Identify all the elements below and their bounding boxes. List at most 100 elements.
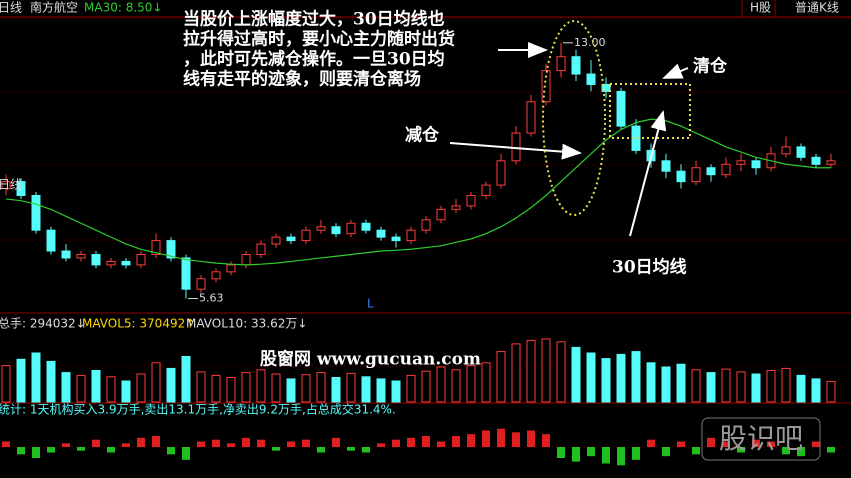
candle-body (196, 278, 206, 290)
flow-bar (707, 437, 715, 447)
flow-bar (242, 437, 250, 447)
volume-bar (826, 380, 836, 403)
volume-bar (241, 372, 251, 403)
volume-bar (256, 369, 266, 403)
flow-bar (137, 437, 145, 447)
flow-bar (47, 447, 55, 453)
flow-bar (212, 439, 220, 447)
volume-bar (631, 351, 641, 403)
flow-bar (782, 447, 790, 455)
flow-bar (827, 447, 835, 453)
flow-bar (542, 434, 550, 447)
candle-body (796, 146, 806, 158)
candle-body (436, 208, 446, 221)
volume-bar (706, 372, 716, 403)
flow-bar (677, 441, 685, 447)
annotation: ，此时可先减仓操作。一旦30日均 (183, 49, 445, 70)
highlight (542, 20, 606, 216)
flow-bar (107, 447, 115, 453)
candle-body (721, 163, 731, 176)
candle-body (826, 160, 836, 165)
volume-bar (721, 368, 731, 403)
volume-bar (316, 372, 326, 403)
ma-label: MA30: 8.50↓ (84, 1, 162, 15)
volume-bar (361, 376, 371, 403)
flow-bar (272, 447, 280, 451)
volume-bar (391, 380, 401, 403)
flow-bar (422, 436, 430, 447)
side-label: 日线 (0, 178, 22, 192)
candle-body (16, 181, 26, 196)
candle-body (256, 243, 266, 255)
tag[interactable]: H股 (750, 1, 771, 15)
volume-bar (376, 378, 386, 403)
candle-body (736, 160, 746, 165)
flow-bar (2, 441, 10, 447)
volume-bar (796, 374, 806, 403)
candle-body (136, 253, 146, 266)
volume-bar (766, 370, 776, 403)
volume-bar (61, 372, 71, 403)
candle-body (421, 219, 431, 231)
flow-bar (692, 447, 700, 455)
vol-header: 总手: 294032↓ (0, 317, 86, 331)
flow-bar (767, 441, 775, 447)
candle-body (331, 226, 341, 235)
flow-bar (722, 441, 730, 447)
volume-bar (301, 374, 311, 403)
volume-bar (511, 343, 521, 403)
candle-body (151, 240, 161, 255)
candle-body (751, 160, 761, 169)
flow-bar (197, 441, 205, 447)
volume-bar (646, 362, 656, 403)
flow-bar (122, 443, 130, 447)
volume-bar (76, 374, 86, 403)
stock-name: 南方航空 (30, 0, 78, 15)
volume-bar (106, 376, 116, 403)
candle-body (391, 236, 401, 242)
volume-bar (1, 365, 11, 403)
annotation: 线有走平的迹象，则要清仓离场 (183, 69, 421, 90)
volume-bar (406, 374, 416, 403)
candle-body (61, 250, 71, 259)
flow-bar (152, 436, 160, 447)
volume-bar (436, 366, 446, 403)
candle-body (706, 167, 716, 176)
candle-body (166, 240, 176, 259)
flow-bar (437, 441, 445, 447)
candle-body (811, 156, 821, 165)
volume-bar (121, 380, 131, 403)
candle-body (181, 257, 191, 290)
candle-body (676, 170, 686, 183)
marker: L (367, 297, 374, 311)
period: 日线 (0, 1, 22, 15)
flow-bar (512, 432, 520, 447)
volume-bar (526, 339, 536, 403)
flow-bar (287, 441, 295, 447)
candle-body (106, 260, 116, 266)
candle-body (121, 260, 131, 266)
flow-bar (347, 447, 355, 451)
volume-bar (211, 374, 221, 403)
flow-bar (77, 447, 85, 451)
candle-body (346, 222, 356, 235)
tag[interactable]: 普通K线 (795, 1, 839, 15)
volume-bar (781, 367, 791, 403)
flow-bar (17, 447, 25, 455)
candle-body (586, 73, 596, 85)
flow-bar (467, 434, 475, 447)
candle-body (1, 181, 11, 190)
flow-bar (557, 447, 565, 458)
flow-bar (587, 447, 595, 457)
volume-bar (751, 373, 761, 403)
flow-bar (752, 439, 760, 447)
volume-bar (271, 373, 281, 403)
highlight (609, 83, 691, 139)
flow-bar (182, 447, 190, 460)
candle-body (781, 146, 791, 155)
volume-bar (136, 373, 146, 403)
volume-bar (496, 351, 506, 403)
volume-bar (616, 353, 626, 403)
flow-bar (527, 430, 535, 447)
